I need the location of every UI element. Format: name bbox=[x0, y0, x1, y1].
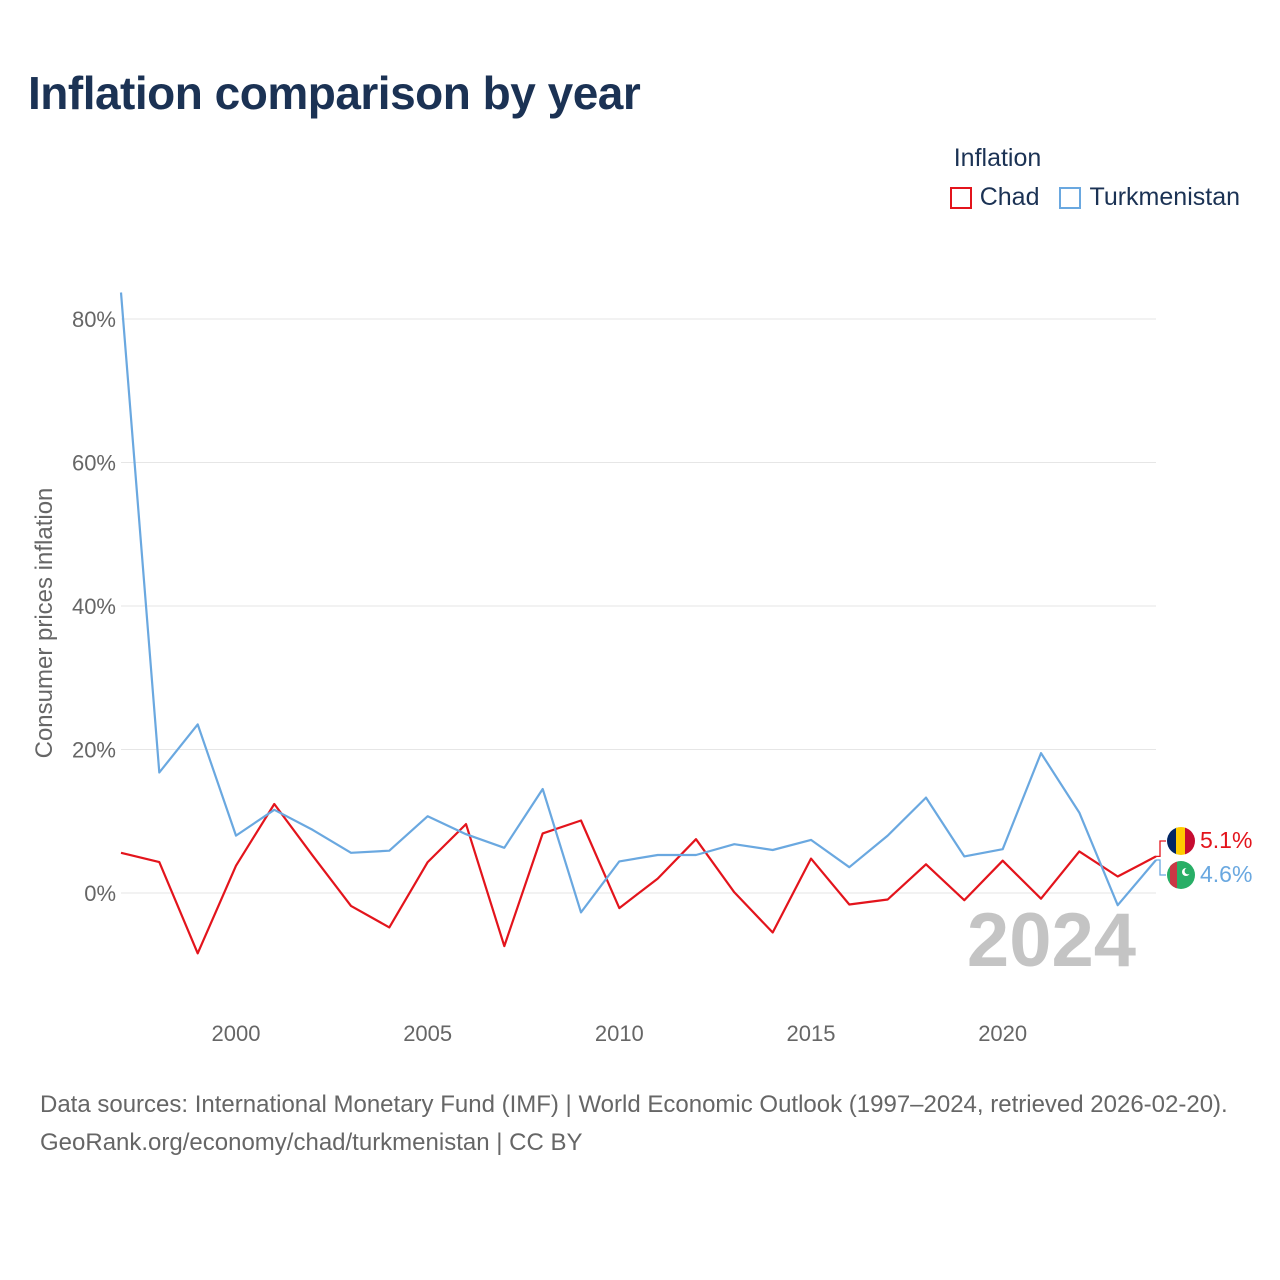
data-sources-note: Data sources: International Monetary Fun… bbox=[40, 1091, 1228, 1118]
data-point-chad[interactable] bbox=[117, 849, 125, 857]
data-point-chad[interactable] bbox=[347, 902, 355, 910]
data-point-chad[interactable] bbox=[807, 855, 815, 863]
chart-title: Inflation comparison by year bbox=[28, 67, 641, 119]
data-point-turkmenistan[interactable] bbox=[117, 288, 125, 296]
data-point-turkmenistan[interactable] bbox=[1037, 749, 1045, 757]
data-point-turkmenistan[interactable] bbox=[462, 830, 470, 838]
data-point-chad[interactable] bbox=[615, 904, 623, 912]
data-point-turkmenistan[interactable] bbox=[194, 720, 202, 728]
data-point-turkmenistan[interactable] bbox=[347, 849, 355, 857]
y-tick-label: 60% bbox=[72, 451, 116, 476]
series-lines bbox=[117, 288, 1157, 957]
turkmenistan-flag-icon bbox=[1167, 861, 1195, 889]
connector-turkmenistan bbox=[1156, 859, 1166, 876]
data-point-turkmenistan[interactable] bbox=[999, 845, 1007, 853]
series-line-turkmenistan[interactable] bbox=[119, 292, 1157, 914]
data-point-turkmenistan[interactable] bbox=[270, 806, 278, 814]
year-watermark: 2024 bbox=[967, 898, 1136, 983]
data-point-chad[interactable] bbox=[999, 857, 1007, 865]
gridlines bbox=[121, 318, 1156, 894]
data-point-chad[interactable] bbox=[539, 829, 547, 837]
x-tick-label: 2005 bbox=[403, 1021, 452, 1046]
x-tick-label: 2020 bbox=[978, 1021, 1027, 1046]
legend-title: Inflation bbox=[953, 144, 1042, 172]
end-label-chad: 5.1% bbox=[1200, 827, 1252, 853]
legend: Inflation Chad Turkmenistan bbox=[949, 144, 1240, 212]
y-tick-label: 20% bbox=[72, 738, 116, 763]
connector-chad bbox=[1156, 840, 1166, 858]
y-tick-label: 0% bbox=[84, 881, 116, 906]
data-point-chad[interactable] bbox=[1075, 847, 1083, 855]
data-point-turkmenistan[interactable] bbox=[1114, 901, 1122, 909]
data-point-turkmenistan[interactable] bbox=[654, 851, 662, 859]
data-point-turkmenistan[interactable] bbox=[385, 847, 393, 855]
data-point-chad[interactable] bbox=[500, 942, 508, 950]
data-point-turkmenistan[interactable] bbox=[577, 908, 585, 916]
data-point-chad[interactable] bbox=[577, 817, 585, 825]
chad-flag-icon bbox=[1167, 827, 1195, 855]
data-point-chad[interactable] bbox=[194, 949, 202, 957]
data-point-turkmenistan[interactable] bbox=[539, 785, 547, 793]
data-point-turkmenistan[interactable] bbox=[155, 768, 163, 776]
data-point-turkmenistan[interactable] bbox=[424, 812, 432, 820]
data-point-turkmenistan[interactable] bbox=[1075, 809, 1083, 817]
data-point-turkmenistan[interactable] bbox=[615, 857, 623, 865]
data-point-chad[interactable] bbox=[309, 852, 317, 860]
data-point-chad[interactable] bbox=[462, 820, 470, 828]
data-point-turkmenistan[interactable] bbox=[232, 832, 240, 840]
data-point-chad[interactable] bbox=[1114, 872, 1122, 880]
data-point-chad[interactable] bbox=[424, 858, 432, 866]
data-point-chad[interactable] bbox=[730, 888, 738, 896]
data-point-chad[interactable] bbox=[692, 835, 700, 843]
data-point-chad[interactable] bbox=[654, 875, 662, 883]
legend-swatch-chad bbox=[949, 186, 972, 209]
data-point-turkmenistan[interactable] bbox=[730, 840, 738, 848]
x-tick-label: 2010 bbox=[595, 1021, 644, 1046]
data-point-chad[interactable] bbox=[1037, 895, 1045, 903]
data-point-turkmenistan[interactable] bbox=[884, 832, 892, 840]
data-point-turkmenistan[interactable] bbox=[692, 851, 700, 859]
x-axis-ticks: 2000 2005 2010 2015 2020 bbox=[212, 1021, 1028, 1046]
data-point-turkmenistan[interactable] bbox=[807, 836, 815, 844]
legend-swatch-turkmenistan bbox=[1059, 186, 1082, 209]
legend-item-turkmenistan[interactable]: Turkmenistan bbox=[1059, 183, 1240, 212]
data-point-chad[interactable] bbox=[845, 900, 853, 908]
series-line-chad[interactable] bbox=[120, 802, 1157, 955]
data-point-turkmenistan[interactable] bbox=[769, 846, 777, 854]
data-point-turkmenistan[interactable] bbox=[960, 852, 968, 860]
x-tick-label: 2015 bbox=[787, 1021, 836, 1046]
y-tick-label: 80% bbox=[72, 307, 116, 332]
legend-label-chad: Chad bbox=[979, 183, 1040, 211]
source-credit-link[interactable]: GeoRank.org/economy/chad/turkmenistan | … bbox=[40, 1129, 583, 1156]
line-chart: 0% 20% 40% 60% 80% 2000 2005 2010 2015 2020 Cons… bbox=[31, 288, 1252, 1046]
y-axis-label: Consumer prices inflation bbox=[31, 488, 58, 759]
data-point-chad[interactable] bbox=[884, 895, 892, 903]
legend-item-chad[interactable]: Chad bbox=[949, 183, 1040, 212]
data-point-chad[interactable] bbox=[769, 928, 777, 936]
data-point-chad[interactable] bbox=[155, 858, 163, 866]
data-point-turkmenistan[interactable] bbox=[309, 826, 317, 834]
end-label-connectors bbox=[1156, 840, 1166, 876]
footer: Data sources: International Monetary Fun… bbox=[40, 1086, 1250, 1162]
data-point-chad[interactable] bbox=[385, 923, 393, 931]
y-axis-ticks: 0% 20% 40% 60% 80% bbox=[72, 307, 116, 906]
y-tick-label: 40% bbox=[72, 594, 116, 619]
data-point-chad[interactable] bbox=[922, 860, 930, 868]
data-point-turkmenistan[interactable] bbox=[922, 794, 930, 802]
data-point-chad[interactable] bbox=[960, 896, 968, 904]
x-tick-label: 2000 bbox=[212, 1021, 261, 1046]
data-point-chad[interactable] bbox=[232, 862, 240, 870]
data-point-turkmenistan[interactable] bbox=[845, 863, 853, 871]
data-point-turkmenistan[interactable] bbox=[500, 844, 508, 852]
end-label-turkmenistan: 4.6% bbox=[1200, 861, 1252, 887]
legend-label-turkmenistan: Turkmenistan bbox=[1089, 183, 1240, 211]
